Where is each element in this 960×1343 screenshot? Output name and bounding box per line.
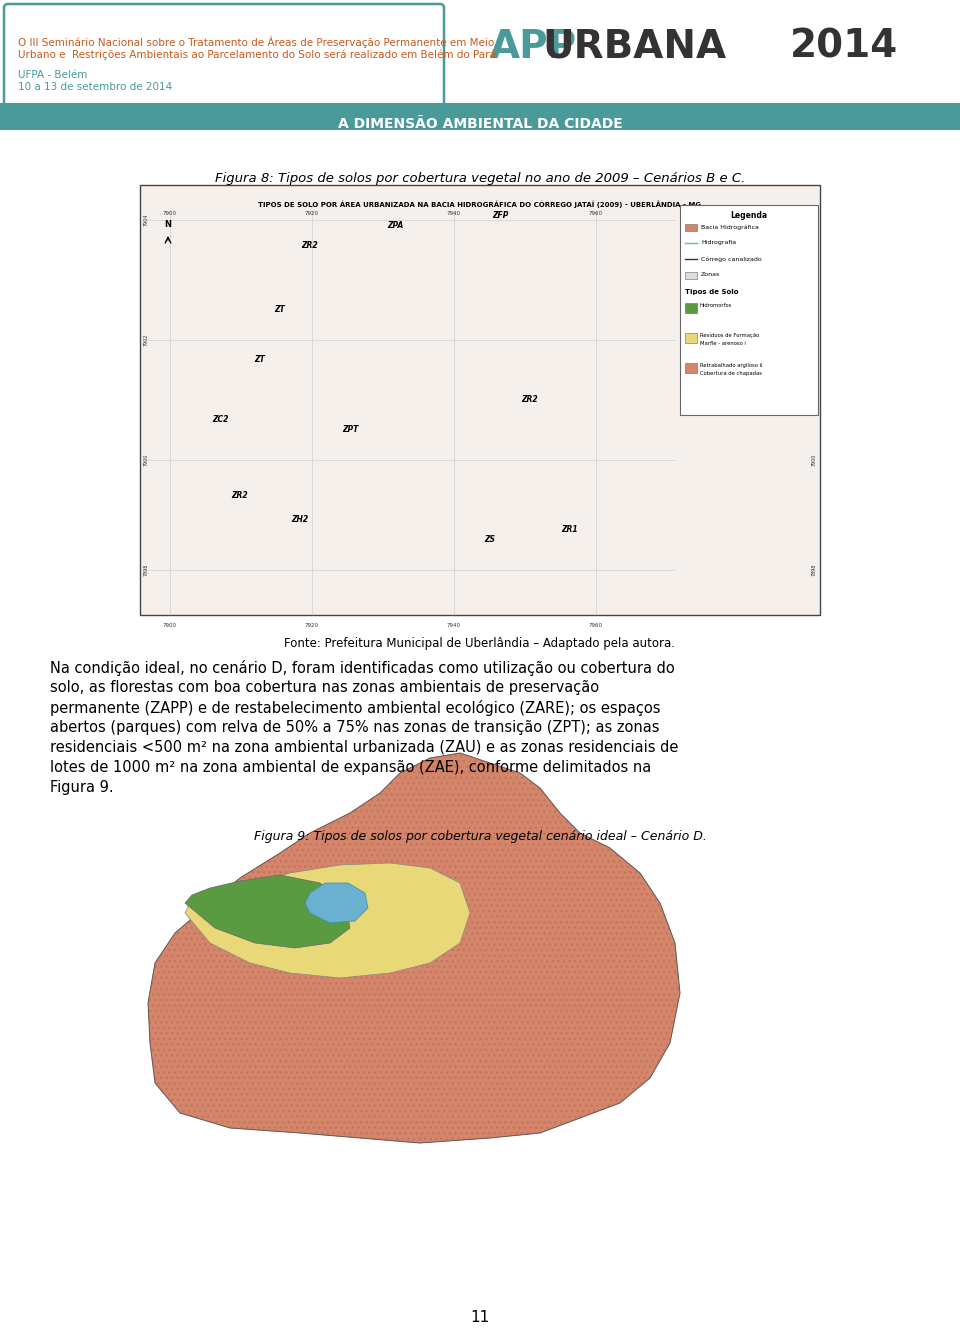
Text: Na condição ideal, no cenário D, foram identificadas como utilização ou cobertur: Na condição ideal, no cenário D, foram i…	[50, 659, 675, 676]
Text: 7900: 7900	[812, 454, 817, 466]
Text: 7900: 7900	[144, 454, 149, 466]
Text: 7904: 7904	[812, 214, 817, 226]
Text: Marfle - arenoso i: Marfle - arenoso i	[700, 341, 746, 346]
Text: Zonas: Zonas	[701, 273, 720, 277]
Polygon shape	[305, 882, 368, 923]
Text: permanente (ZAPP) e de restabelecimento ambiental ecológico (ZARE); os espaços: permanente (ZAPP) e de restabelecimento …	[50, 700, 660, 716]
Text: URBANA: URBANA	[542, 28, 726, 66]
Bar	[0, 103, 960, 130]
Text: Hidrografia: Hidrografia	[701, 240, 736, 244]
Polygon shape	[148, 753, 680, 1143]
Text: ZH2: ZH2	[292, 516, 308, 525]
Text: Legenda: Legenda	[731, 211, 768, 220]
Text: 7898: 7898	[144, 564, 149, 576]
Text: 7940: 7940	[447, 623, 461, 629]
Text: 7920: 7920	[305, 211, 319, 216]
Text: 7902: 7902	[144, 334, 149, 346]
Text: solo, as florestas com boa cobertura nas zonas ambientais de preservação: solo, as florestas com boa cobertura nas…	[50, 680, 599, 694]
Text: Retrabalhado argiloso ii: Retrabalhado argiloso ii	[700, 363, 762, 368]
Polygon shape	[185, 876, 350, 948]
Bar	[685, 304, 697, 313]
Text: 7898: 7898	[812, 564, 817, 576]
FancyBboxPatch shape	[4, 4, 444, 122]
Text: 7900: 7900	[163, 211, 177, 216]
Bar	[0, 0, 960, 130]
Text: 7920: 7920	[305, 623, 319, 629]
Bar	[680, 205, 818, 415]
Text: Figura 8: Tipos de solos por cobertura vegetal no ano de 2009 – Cenários B e C.: Figura 8: Tipos de solos por cobertura v…	[215, 172, 745, 185]
Text: abertos (parques) com relva de 50% a 75% nas zonas de transição (ZPT); as zonas: abertos (parques) com relva de 50% a 75%…	[50, 720, 660, 735]
Text: Figura 9.: Figura 9.	[50, 780, 113, 795]
Text: 11: 11	[470, 1309, 490, 1326]
Text: UFPA - Belém: UFPA - Belém	[18, 70, 87, 81]
Text: 10 a 13 de setembro de 2014: 10 a 13 de setembro de 2014	[18, 82, 172, 93]
Text: ZPT: ZPT	[342, 426, 358, 435]
Text: N: N	[164, 220, 172, 230]
Text: Cobertura de chapadas: Cobertura de chapadas	[700, 371, 762, 376]
Text: ZS: ZS	[485, 536, 495, 544]
Text: Urbano e  Restrições Ambientais ao Parcelamento do Solo será realizado em Belém : Urbano e Restrições Ambientais ao Parcel…	[18, 50, 496, 60]
Text: 2014: 2014	[790, 28, 899, 66]
Text: ZT: ZT	[275, 305, 285, 314]
Text: 7904: 7904	[144, 214, 149, 226]
Text: ZPA: ZPA	[387, 220, 403, 230]
Bar	[685, 333, 697, 342]
Bar	[685, 363, 697, 373]
Text: Córrego canalizado: Córrego canalizado	[701, 257, 761, 262]
Text: 7900: 7900	[163, 623, 177, 629]
Text: 7902: 7902	[812, 334, 817, 346]
Text: ZR2: ZR2	[301, 240, 319, 250]
Bar	[140, 185, 820, 615]
Text: Resíduos de Formação: Resíduos de Formação	[700, 333, 759, 338]
Text: 7960: 7960	[589, 623, 603, 629]
Text: 7940: 7940	[447, 211, 461, 216]
Bar	[685, 224, 697, 231]
Text: O III Seminário Nacional sobre o Tratamento de Áreas de Preservação Permanente e: O III Seminário Nacional sobre o Tratame…	[18, 36, 494, 48]
Text: Hidromorfos: Hidromorfos	[700, 304, 732, 308]
Text: lotes de 1000 m² na zona ambiental de expansão (ZAE), conforme delimitados na: lotes de 1000 m² na zona ambiental de ex…	[50, 760, 651, 775]
Text: Fonte: Prefeitura Municipal de Uberlândia – Adaptado pela autora.: Fonte: Prefeitura Municipal de Uberlândi…	[284, 637, 676, 650]
Text: Bacia Hidrográfica: Bacia Hidrográfica	[701, 224, 758, 230]
Text: APP: APP	[490, 28, 577, 66]
Text: A DIMENSÃO AMBIENTAL DA CIDADE: A DIMENSÃO AMBIENTAL DA CIDADE	[338, 117, 622, 132]
Text: Figura 9: Tipos de solos por cobertura vegetal cenário ideal – Cenário D.: Figura 9: Tipos de solos por cobertura v…	[253, 830, 707, 843]
Text: Tipos de Solo: Tipos de Solo	[685, 289, 738, 295]
Text: ZR2: ZR2	[231, 490, 249, 500]
Text: ZR1: ZR1	[562, 525, 578, 535]
Text: ZR2: ZR2	[521, 395, 539, 404]
Text: ZT: ZT	[254, 356, 265, 364]
Text: ZC2: ZC2	[212, 415, 228, 424]
Text: 7960: 7960	[589, 211, 603, 216]
Text: TIPOS DE SOLO POR ÁREA URBANIZADA NA BACIA HIDROGRÁFICA DO CÓRREGO JATAÍ (2009) : TIPOS DE SOLO POR ÁREA URBANIZADA NA BAC…	[258, 201, 702, 208]
Text: residenciais <500 m² na zona ambiental urbanizada (ZAU) e as zonas residenciais : residenciais <500 m² na zona ambiental u…	[50, 740, 679, 755]
Text: ZFP: ZFP	[492, 211, 508, 219]
Bar	[685, 273, 697, 279]
Polygon shape	[185, 864, 470, 978]
